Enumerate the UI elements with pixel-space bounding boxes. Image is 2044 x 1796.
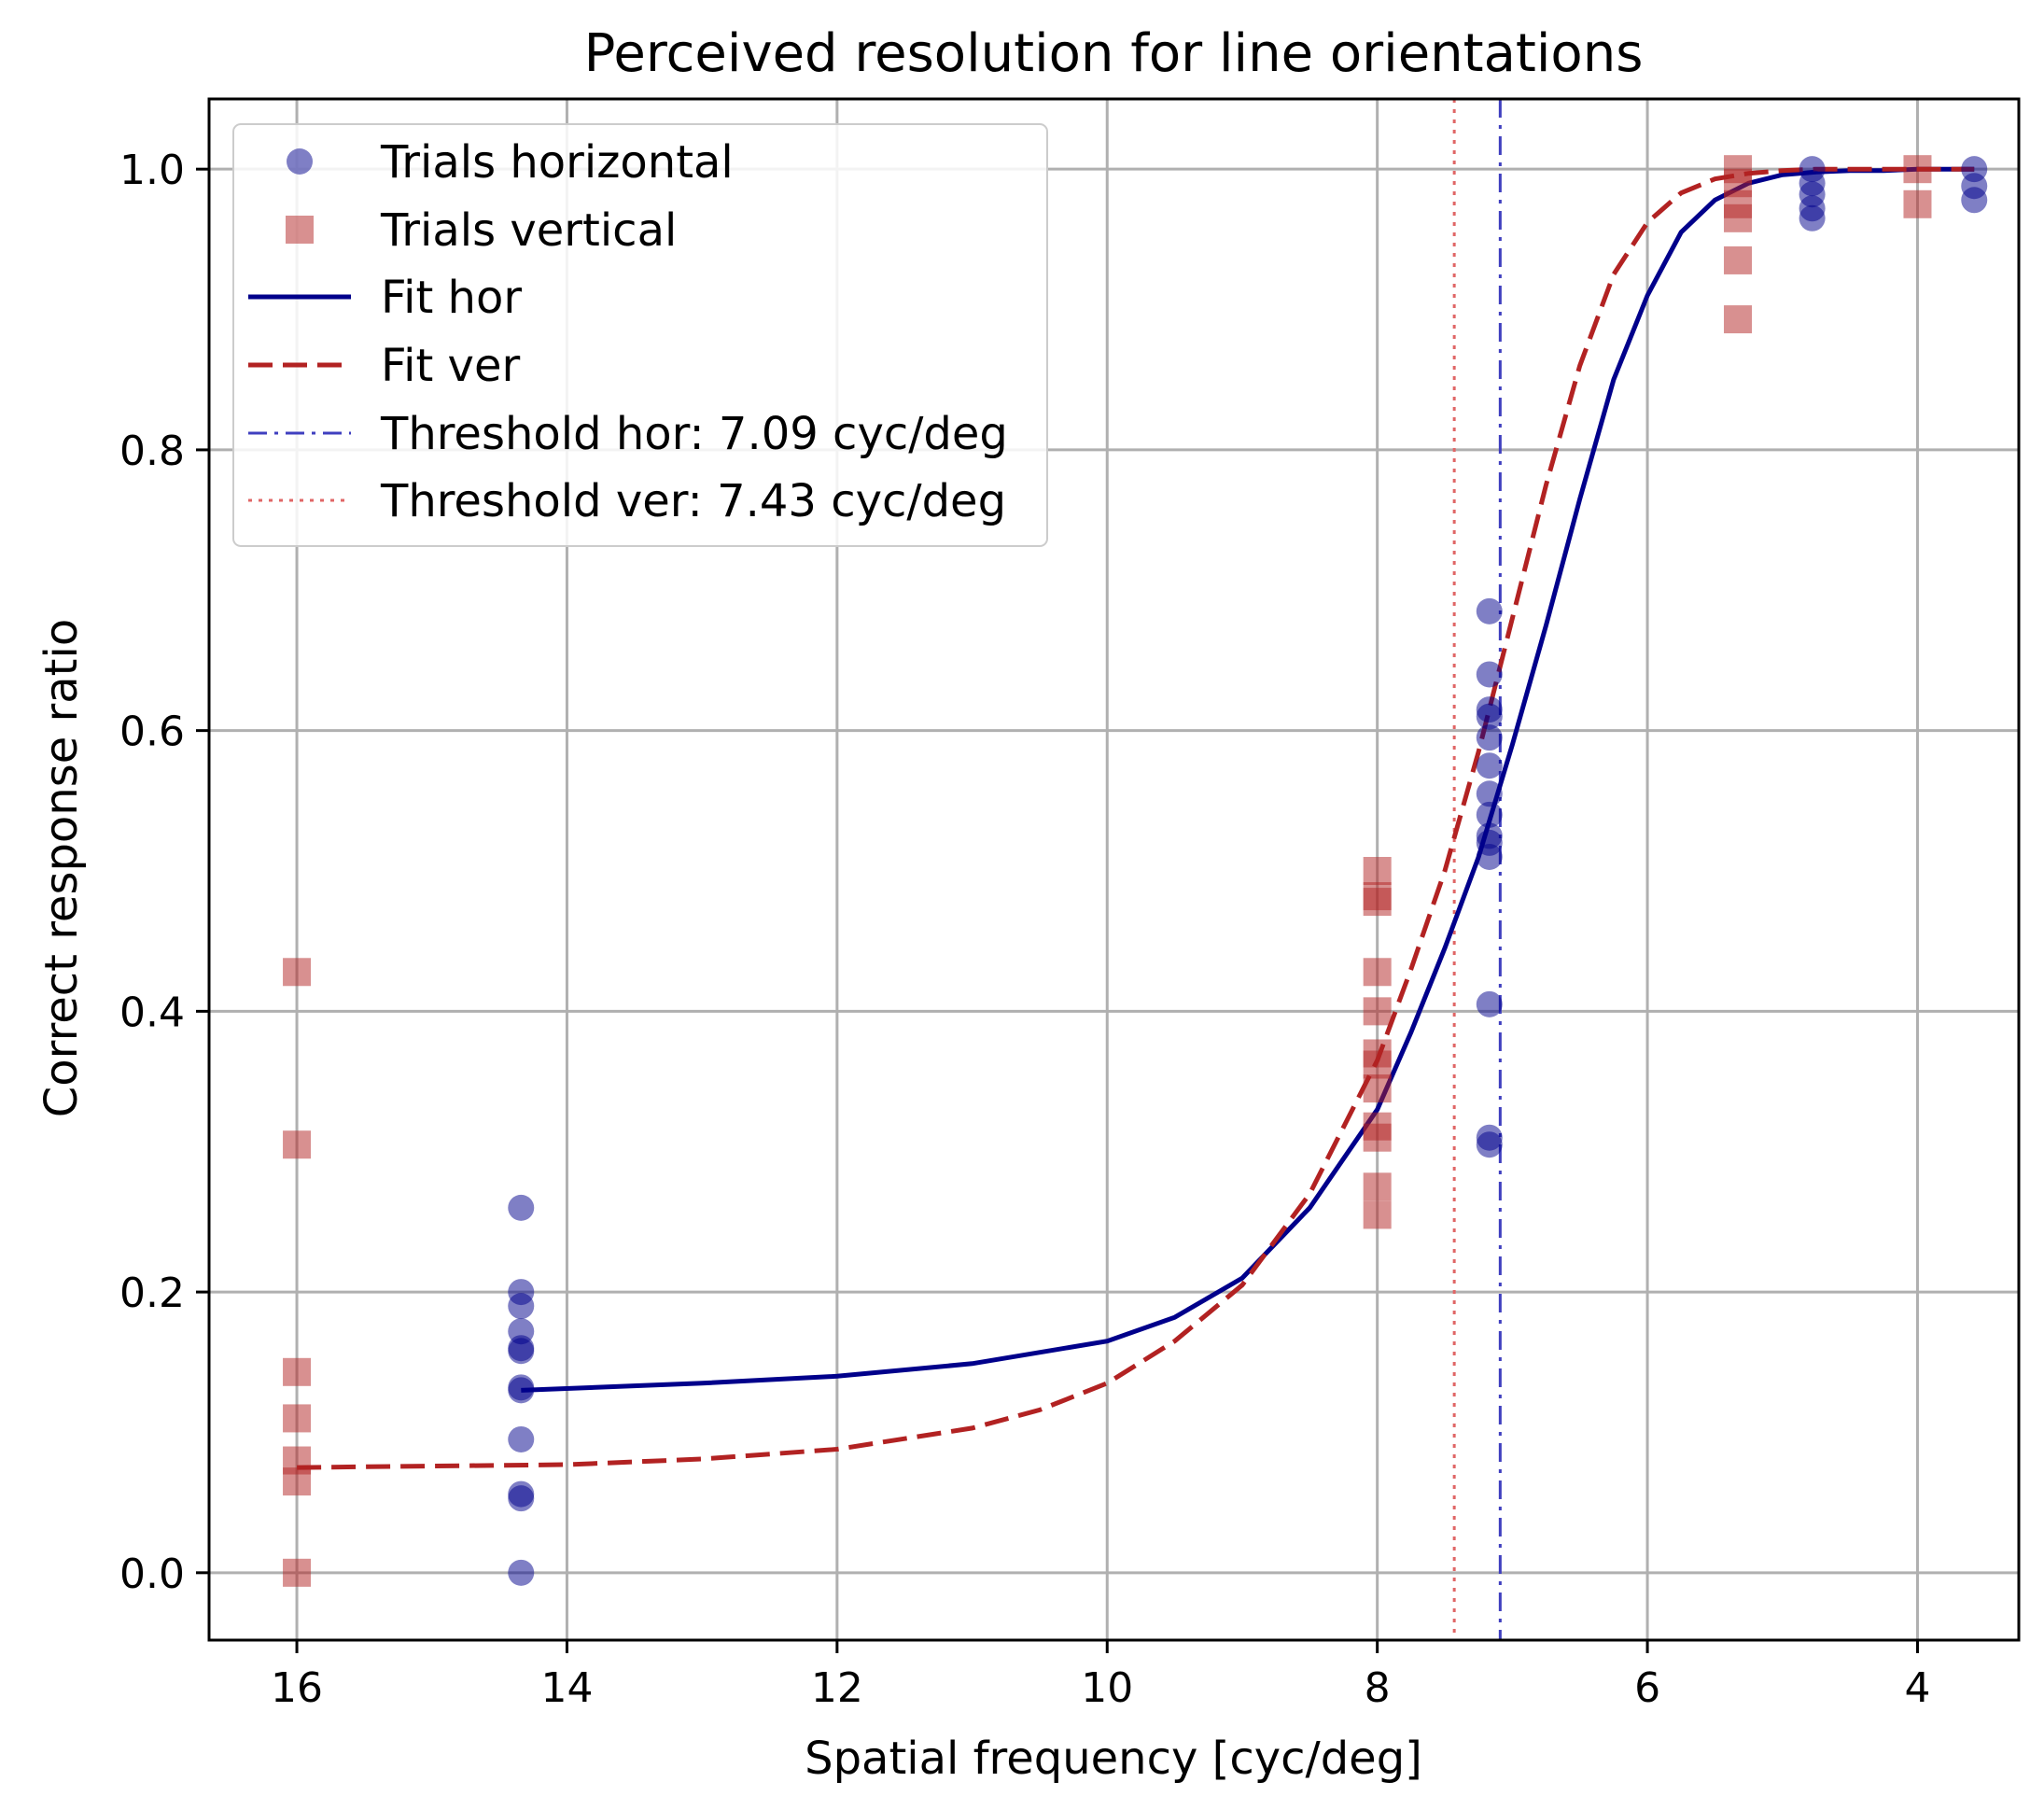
data-point-vertical [1903, 155, 1932, 184]
data-point-vertical [1363, 882, 1392, 911]
data-point-horizontal [508, 1194, 535, 1221]
data-point-vertical [283, 1446, 312, 1475]
data-point-vertical [1363, 1200, 1392, 1229]
data-point-vertical [1724, 155, 1753, 184]
x-axis-label: Spatial frequency [cyc/deg] [805, 1733, 1422, 1785]
legend-box [232, 123, 1048, 547]
data-point-vertical [1363, 1112, 1392, 1141]
x-tick-label: 10 [1081, 1664, 1133, 1712]
fit-curve [297, 166, 1975, 1470]
x-tick-label: 14 [540, 1664, 593, 1712]
data-point-horizontal [1961, 156, 1988, 183]
data-point-horizontal [1476, 990, 1503, 1017]
plot-frame [207, 97, 2021, 1642]
data-point-vertical [1363, 958, 1392, 987]
data-point-vertical [283, 1357, 312, 1386]
data-point-horizontal [1476, 1124, 1503, 1151]
data-point-horizontal [508, 1480, 535, 1508]
data-point-vertical [1724, 305, 1753, 334]
data-point-horizontal [508, 1374, 535, 1401]
data-point-horizontal [1476, 780, 1503, 807]
legend-label: Fit hor [381, 272, 522, 324]
y-tick-label: 0.0 [119, 1550, 185, 1598]
data-point-vertical [1363, 1074, 1392, 1103]
data-point-horizontal [508, 1559, 535, 1586]
data-point-vertical [1903, 189, 1932, 218]
data-point-horizontal [1476, 822, 1503, 849]
x-tick-label: 12 [811, 1664, 863, 1712]
data-point-horizontal [1476, 801, 1503, 828]
data-point-vertical [1363, 1039, 1392, 1068]
y-tick-label: 1.0 [119, 147, 185, 194]
data-point-horizontal [1476, 752, 1503, 779]
data-point-vertical [1363, 1172, 1392, 1201]
data-point-vertical [283, 1130, 312, 1159]
legend-marker-vertical [286, 216, 314, 244]
y-axis-label: Correct response ratio [35, 619, 88, 1117]
legend-label: Trials horizontal [380, 136, 734, 189]
data-point-horizontal [1476, 661, 1503, 688]
y-tick-label: 0.4 [119, 989, 185, 1036]
y-tick-label: 0.8 [119, 428, 185, 475]
data-point-vertical [283, 1558, 312, 1587]
data-point-horizontal [1476, 597, 1503, 624]
legend-marker-horizontal [287, 148, 313, 175]
legend-label: Threshold hor: 7.09 cyc/deg [380, 408, 1008, 460]
data-point-horizontal [1476, 724, 1503, 751]
x-tick-label: 4 [1904, 1664, 1930, 1712]
chart-title: Perceived resolution for line orientatio… [584, 23, 1644, 84]
x-tick-label: 6 [1634, 1664, 1660, 1712]
legend-label: Trials vertical [380, 204, 677, 257]
data-point-vertical [1724, 246, 1753, 274]
x-tick-label: 8 [1365, 1664, 1391, 1712]
legend-label: Fit ver [381, 340, 520, 392]
data-point-horizontal [508, 1318, 535, 1345]
legend: Trials horizontal Trials vertical Fit hor F… [232, 123, 1048, 547]
legend-label: Threshold ver: 7.43 cyc/deg [380, 475, 1006, 527]
y-tick-label: 0.2 [119, 1270, 185, 1317]
data-point-vertical [283, 1404, 312, 1433]
data-point-horizontal [508, 1425, 535, 1452]
y-tick-label: 0.6 [119, 709, 185, 756]
data-point-vertical [1363, 997, 1392, 1026]
x-tick-label: 16 [271, 1664, 323, 1712]
data-point-vertical [1363, 857, 1392, 886]
data-point-vertical [283, 958, 312, 987]
data-point-horizontal [508, 1279, 535, 1306]
data-point-horizontal [1476, 696, 1503, 723]
data-point-horizontal [1799, 156, 1826, 183]
